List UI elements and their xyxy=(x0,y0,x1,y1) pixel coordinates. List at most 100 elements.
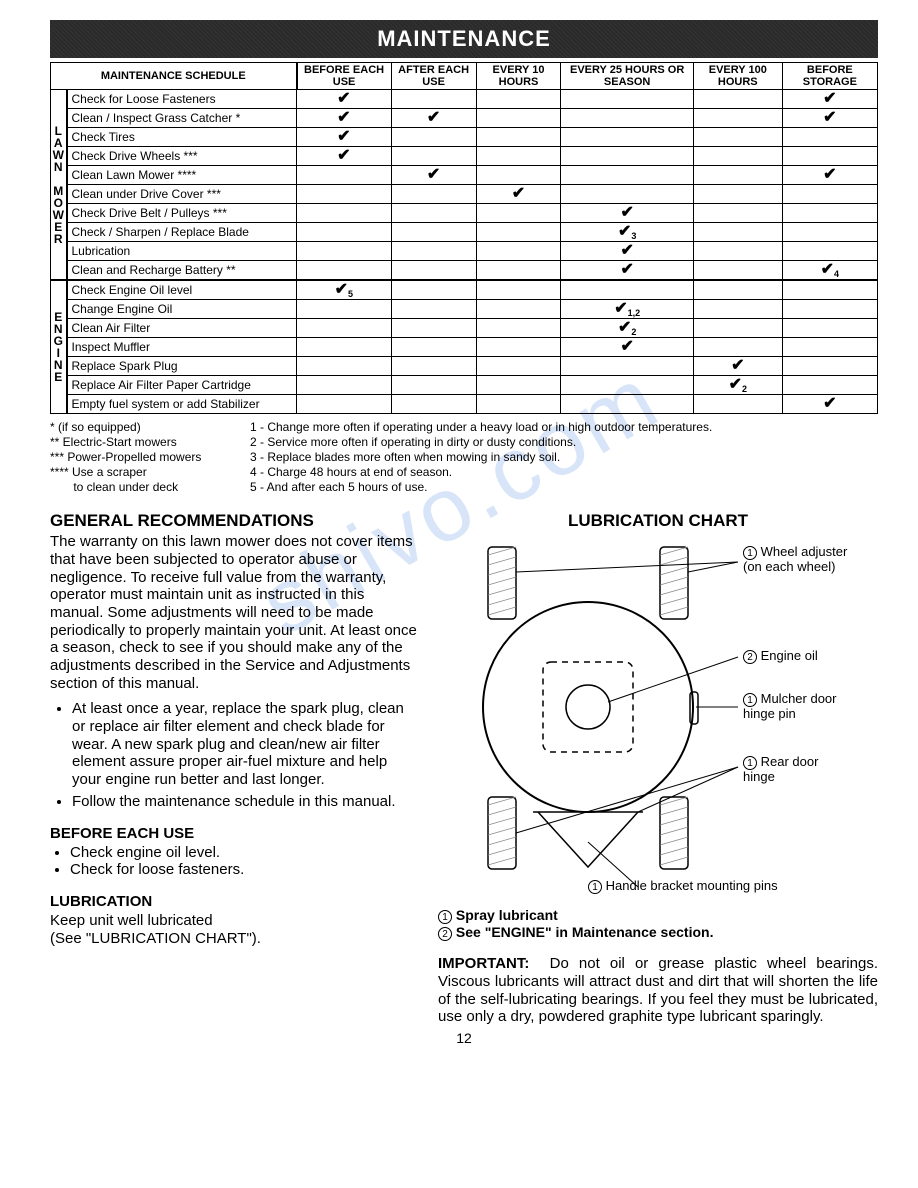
check-cell: ✔ xyxy=(782,90,877,109)
check-cell xyxy=(391,204,476,223)
lube-chart-heading: LUBRICATION CHART xyxy=(438,511,878,531)
check-cell xyxy=(693,147,782,166)
task-cell: Clean Air Filter xyxy=(67,319,297,338)
check-cell xyxy=(297,185,392,204)
check-cell xyxy=(476,357,561,376)
callout-mulcher: 1 Mulcher door hinge pin xyxy=(743,692,853,722)
check-cell xyxy=(782,223,877,242)
check-cell xyxy=(561,185,693,204)
legend: 1 Spray lubricant 2 See "ENGINE" in Main… xyxy=(438,907,878,941)
check-cell xyxy=(782,128,877,147)
check-cell xyxy=(476,395,561,414)
check-cell xyxy=(391,242,476,261)
check-cell xyxy=(476,376,561,395)
check-cell xyxy=(391,300,476,319)
callout-handle: 1 Handle bracket mounting pins xyxy=(588,879,848,894)
task-cell: Empty fuel system or add Stabilizer xyxy=(67,395,297,414)
check-cell xyxy=(297,300,392,319)
check-cell xyxy=(693,280,782,300)
check-cell: ✔ xyxy=(297,109,392,128)
col-h4: EVERY 100 HOURS xyxy=(693,63,782,90)
check-cell: ✔ xyxy=(297,90,392,109)
page-header: MAINTENANCE xyxy=(50,20,878,58)
check-cell xyxy=(561,395,693,414)
check-cell xyxy=(693,204,782,223)
general-bullet: At least once a year, replace the spark … xyxy=(72,700,420,788)
check-cell xyxy=(782,319,877,338)
footnote-right: 5 - And after each 5 hours of use. xyxy=(250,480,878,494)
general-heading: GENERAL RECOMMENDATIONS xyxy=(50,511,420,531)
check-cell xyxy=(476,109,561,128)
check-cell xyxy=(391,261,476,281)
check-cell xyxy=(561,147,693,166)
check-cell xyxy=(782,147,877,166)
check-cell: ✔ xyxy=(561,261,693,281)
task-cell: Lubrication xyxy=(67,242,297,261)
check-cell xyxy=(561,166,693,185)
check-cell xyxy=(391,223,476,242)
check-cell xyxy=(297,204,392,223)
check-cell xyxy=(693,90,782,109)
check-cell: ✔3 xyxy=(561,223,693,242)
check-cell xyxy=(693,223,782,242)
check-cell: ✔ xyxy=(782,166,877,185)
footnote-right: 2 - Service more often if operating in d… xyxy=(250,435,878,449)
check-cell xyxy=(561,357,693,376)
check-cell xyxy=(391,338,476,357)
check-cell xyxy=(476,166,561,185)
check-cell xyxy=(561,128,693,147)
check-cell xyxy=(391,376,476,395)
check-cell xyxy=(476,319,561,338)
check-cell: ✔ xyxy=(391,166,476,185)
check-cell xyxy=(391,319,476,338)
check-cell: ✔1,2 xyxy=(561,300,693,319)
check-cell xyxy=(782,357,877,376)
task-cell: Replace Spark Plug xyxy=(67,357,297,376)
task-cell: Check for Loose Fasteners xyxy=(67,90,297,109)
check-cell xyxy=(476,147,561,166)
before-items: Check engine oil level.Check for loose f… xyxy=(50,844,420,879)
check-cell xyxy=(297,357,392,376)
task-cell: Inspect Muffler xyxy=(67,338,297,357)
check-cell xyxy=(782,280,877,300)
check-cell xyxy=(693,300,782,319)
check-cell: ✔ xyxy=(561,242,693,261)
check-cell xyxy=(391,280,476,300)
schedule-title: MAINTENANCE SCHEDULE xyxy=(51,63,297,90)
check-cell: ✔5 xyxy=(297,280,392,300)
check-cell xyxy=(297,242,392,261)
callout-wheel: 1 Wheel adjuster (on each wheel) xyxy=(743,545,853,575)
schedule-table: MAINTENANCE SCHEDULE BEFORE EACH USE AFT… xyxy=(50,62,878,414)
check-cell: ✔ xyxy=(782,395,877,414)
footnote-left: to clean under deck xyxy=(50,480,230,494)
check-cell xyxy=(561,280,693,300)
check-cell xyxy=(297,223,392,242)
check-cell xyxy=(782,204,877,223)
before-item: Check for loose fasteners. xyxy=(70,861,420,879)
general-bullets: At least once a year, replace the spark … xyxy=(50,700,420,810)
check-cell xyxy=(391,357,476,376)
check-cell xyxy=(561,376,693,395)
lube-chart-diagram: 1 Wheel adjuster (on each wheel) 2 Engin… xyxy=(438,537,878,897)
check-cell xyxy=(297,338,392,357)
check-cell xyxy=(782,338,877,357)
check-cell: ✔ xyxy=(561,338,693,357)
check-cell xyxy=(391,128,476,147)
check-cell xyxy=(391,90,476,109)
check-cell xyxy=(693,319,782,338)
task-cell: Clean / Inspect Grass Catcher * xyxy=(67,109,297,128)
check-cell xyxy=(693,185,782,204)
col-h0: BEFORE EACH USE xyxy=(297,63,392,90)
task-cell: Check Tires xyxy=(67,128,297,147)
task-cell: Clean Lawn Mower **** xyxy=(67,166,297,185)
page-number: 12 xyxy=(50,1030,878,1046)
footnotes: * (if so equipped)** Electric-Start mowe… xyxy=(50,420,878,495)
check-cell xyxy=(297,261,392,281)
check-cell xyxy=(476,242,561,261)
check-cell xyxy=(561,90,693,109)
check-cell xyxy=(476,338,561,357)
check-cell xyxy=(782,185,877,204)
check-cell xyxy=(297,166,392,185)
lubrication-text: Keep unit well lubricated (See "LUBRICAT… xyxy=(50,912,420,947)
col-h2: EVERY 10 HOURS xyxy=(476,63,561,90)
